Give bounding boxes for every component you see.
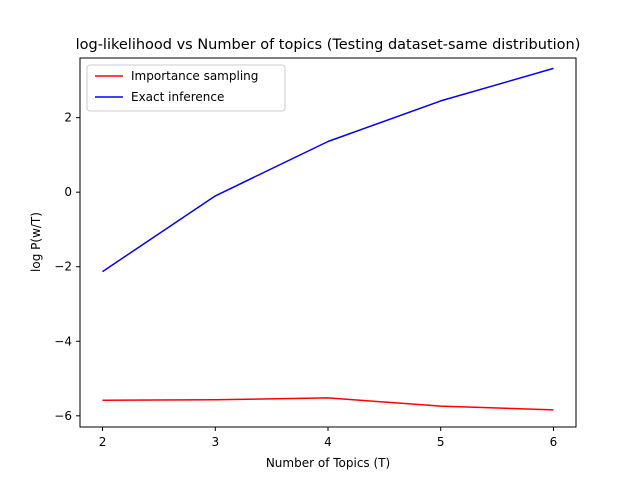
chart-title: log-likelihood vs Number of topics (Test… xyxy=(76,37,581,53)
x-tick-label: 4 xyxy=(324,435,332,449)
series-line-exact-inference xyxy=(102,67,554,273)
legend: Importance sampling Exact inference xyxy=(86,64,286,112)
y-tick-label: −2 xyxy=(54,260,72,274)
y-axis-label: log P(w/T) xyxy=(29,212,43,272)
series-line-importance-sampling xyxy=(102,397,554,411)
y-tick-label: −6 xyxy=(54,409,72,423)
series-layer xyxy=(102,67,554,411)
x-axis-ticks: 2 3 4 5 6 xyxy=(99,427,558,449)
y-tick-label: 0 xyxy=(64,185,72,199)
legend-label-importance-sampling: Importance sampling xyxy=(131,69,258,83)
legend-label-exact-inference: Exact inference xyxy=(131,90,224,104)
x-tick-label: 2 xyxy=(99,435,107,449)
x-tick-label: 3 xyxy=(211,435,219,449)
x-tick-label: 5 xyxy=(437,435,445,449)
y-tick-label: 2 xyxy=(64,111,72,125)
x-axis-label: Number of Topics (T) xyxy=(266,456,390,470)
y-tick-label: −4 xyxy=(54,334,72,348)
y-axis-ticks: −6 −4 −2 0 2 xyxy=(54,111,80,423)
x-tick-label: 6 xyxy=(550,435,558,449)
legend-box xyxy=(86,64,286,112)
